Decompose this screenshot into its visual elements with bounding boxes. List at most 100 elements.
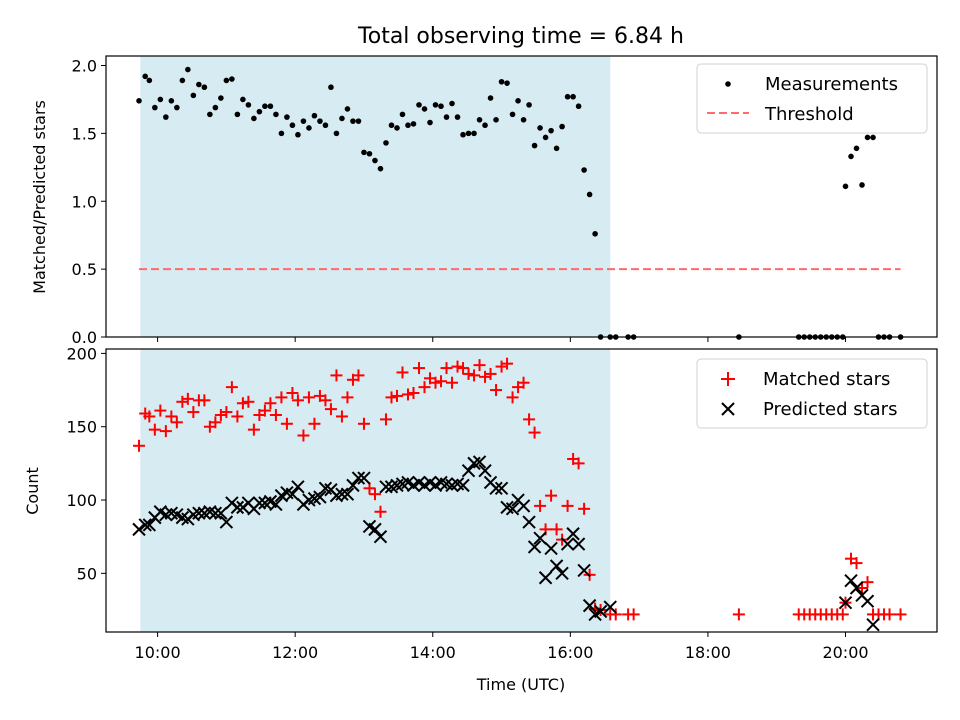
- matched-star-point: [894, 608, 907, 621]
- predicted-star-point: [357, 471, 371, 485]
- matched-star-point: [390, 389, 403, 402]
- predicted-star-point: [533, 531, 547, 545]
- predicted-star-point: [478, 463, 492, 478]
- measurement-point: [174, 104, 180, 111]
- measurement-point: [487, 95, 494, 101]
- matched-star-point: [302, 391, 315, 404]
- matched-star-point: [319, 394, 332, 407]
- measurement-point: [454, 114, 461, 120]
- matched-star-point: [143, 410, 156, 423]
- bottom-legend-box: [696, 358, 928, 429]
- matched-star-point: [297, 429, 310, 442]
- measurement-point: [262, 103, 268, 110]
- measurement-point: [295, 131, 301, 138]
- bottom-legend: Matched stars Predicted stars: [696, 358, 928, 429]
- measurement-point: [372, 157, 378, 164]
- matched-star-point: [280, 417, 293, 430]
- measurement-point: [427, 119, 433, 126]
- chart-title: Total observing time = 6.84 h: [357, 24, 684, 49]
- predicted-star-point: [516, 499, 531, 513]
- measurement-point: [526, 102, 532, 108]
- predicted-star-point: [456, 478, 470, 493]
- y-tick-label: 50: [77, 564, 97, 583]
- measurement-point: [344, 106, 351, 112]
- measurement-point: [520, 117, 527, 123]
- measurement-point: [405, 122, 411, 129]
- measurement-point: [179, 77, 186, 84]
- measurement-point: [559, 123, 565, 130]
- predicted-star-point: [472, 455, 487, 469]
- x-axis-label: Time (UTC): [476, 675, 565, 694]
- matched-star-point: [148, 423, 161, 436]
- matched-star-point: [490, 384, 503, 397]
- measurement-point: [190, 92, 197, 99]
- measurement-point: [168, 97, 175, 104]
- matched-star-point: [264, 397, 277, 410]
- top-panel-frame: [105, 55, 938, 338]
- legend-predicted-marker: [721, 402, 735, 416]
- matched-star-point: [374, 505, 387, 518]
- measurement-point: [460, 131, 466, 138]
- measurement-point: [592, 231, 598, 237]
- predicted-star-point: [208, 506, 223, 520]
- predicted-star-point: [335, 487, 349, 501]
- matched-star-point: [407, 386, 420, 399]
- matched-star-point: [501, 357, 514, 370]
- y-tick-label: 1.5: [72, 124, 97, 143]
- matched-star-point: [545, 489, 558, 502]
- measurement-point: [421, 106, 428, 112]
- matched-star-point: [209, 416, 222, 429]
- legend-predicted-label: Predicted stars: [763, 399, 897, 420]
- matched-star-point: [462, 367, 475, 380]
- measurement-point: [322, 122, 329, 129]
- predicted-star-point: [549, 559, 564, 573]
- measurement-point: [377, 165, 384, 172]
- measurement-point: [350, 118, 356, 124]
- measurement-point: [399, 111, 406, 118]
- measurement-point: [482, 122, 488, 129]
- measurement-point: [388, 122, 395, 129]
- matched-star-point: [368, 488, 381, 501]
- predicted-star-point: [544, 541, 558, 556]
- matched-star-point: [451, 360, 464, 373]
- predicted-star-point: [368, 522, 382, 537]
- matched-star-point: [413, 362, 426, 375]
- matched-star-point: [561, 499, 574, 512]
- matched-star-point: [231, 410, 244, 423]
- matched-star-point: [836, 608, 849, 621]
- measurement-point: [311, 112, 318, 119]
- bottom-panel-frame: [105, 348, 938, 633]
- predicted-star-point: [571, 537, 586, 551]
- matched-star-point: [506, 391, 519, 404]
- predicted-star-point: [527, 540, 542, 554]
- predicted-star-point: [860, 594, 875, 608]
- measurement-point: [471, 130, 477, 137]
- measurement-point: [207, 111, 213, 118]
- measurement-point: [476, 117, 483, 123]
- measurement-point: [234, 111, 241, 118]
- measurement-point: [251, 115, 257, 122]
- measurement-point: [449, 100, 455, 107]
- predicted-star-point: [132, 522, 146, 537]
- y-tick-label: 0.0: [72, 328, 97, 347]
- predicted-star-point: [838, 595, 853, 610]
- x-tick-label: 20:00: [822, 643, 868, 662]
- matched-star-point: [429, 376, 442, 389]
- matched-star-point: [225, 381, 238, 394]
- predicted-star-point: [313, 490, 327, 504]
- matched-star-point: [176, 395, 189, 408]
- measurement-point: [256, 108, 263, 115]
- predicted-star-point: [560, 537, 575, 551]
- predicted-star-point: [505, 502, 520, 516]
- matched-star-point: [401, 388, 414, 401]
- matched-star-point: [242, 395, 255, 408]
- measurement-point: [212, 104, 219, 111]
- measurement-point: [240, 96, 246, 103]
- measurement-point: [142, 73, 149, 80]
- predicted-star-point: [192, 506, 206, 520]
- measurement-point: [498, 78, 505, 85]
- matched-star-point: [286, 386, 299, 399]
- predicted-star-point: [577, 563, 591, 578]
- measurement-point: [410, 121, 417, 127]
- x-tick-label: 12:00: [272, 643, 318, 662]
